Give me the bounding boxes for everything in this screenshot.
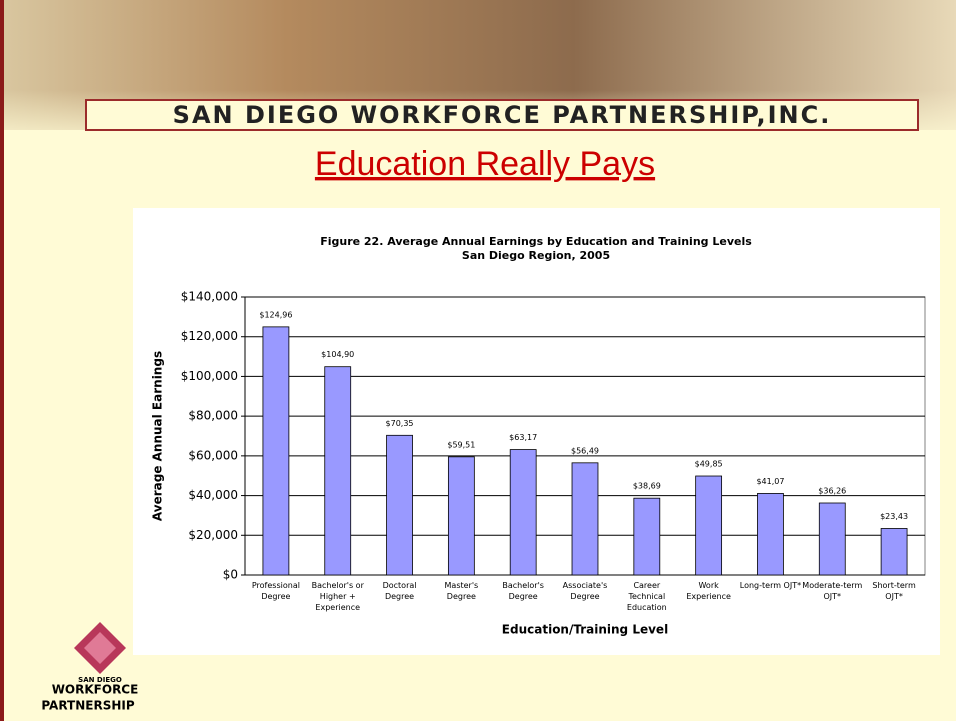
logo-text: WORKFORCE	[52, 683, 139, 697]
x-tick-label: Career Technical Education	[616, 580, 678, 613]
value-label: $124,96	[259, 310, 292, 319]
plot: $0 $20,000 $40,000 $60,000 $80,000 $100,000 $1…	[181, 290, 925, 626]
bar	[757, 493, 783, 575]
bar	[263, 327, 289, 575]
left-edge	[0, 0, 4, 721]
x-tick-label-box: Work Experience	[678, 580, 740, 625]
bar	[819, 503, 845, 575]
slide-title: Education Really Pays	[315, 145, 655, 183]
banner-text: SAN DIEGO WORKFORCE PARTNERSHIP,INC.	[173, 101, 832, 129]
value-label: $56,49	[571, 446, 599, 455]
y-tick-label: $60,000	[188, 448, 238, 462]
x-tick-label: Long-term OJT*	[740, 580, 802, 591]
x-tick-label: Short-term OJT*	[863, 580, 925, 602]
value-label: $49,85	[695, 460, 723, 469]
y-tick-label: $20,000	[188, 528, 238, 542]
bar	[325, 367, 351, 575]
x-tick-label: Bachelor's or Higher + Experience	[307, 580, 369, 613]
x-tick-label: Associate's Degree	[554, 580, 616, 602]
x-tick-label-box: Doctoral Degree	[369, 580, 431, 625]
slide: SAN DIEGO WORKFORCE PARTNERSHIP,INC. Edu…	[0, 0, 956, 721]
value-label: $63,17	[509, 433, 537, 442]
x-tick-label: Moderate-term OJT*	[801, 580, 863, 602]
value-label: $104,90	[321, 350, 354, 359]
value-label: $70,35	[386, 419, 414, 428]
y-tick-label: $120,000	[181, 329, 238, 343]
bar	[696, 476, 722, 575]
y-tick-label: $80,000	[188, 409, 238, 423]
x-tick-label: Bachelor's Degree	[492, 580, 554, 602]
x-tick-label-box: Career Technical Education	[616, 580, 678, 625]
value-label: $36,26	[818, 486, 846, 495]
y-axis-title: Average Annual Earnings	[151, 351, 165, 521]
bar	[634, 498, 660, 575]
x-tick-label-box: Short-term OJT*	[863, 580, 925, 625]
bar	[448, 457, 474, 575]
x-tick-label-box: Master's Degree	[430, 580, 492, 625]
x-tick-label-box: Bachelor's Degree	[492, 580, 554, 625]
x-tick-label-box: Professional Degree	[245, 580, 307, 625]
y-tick-label: $100,000	[181, 369, 238, 383]
x-tick-label-box: Bachelor's or Higher + Experience	[307, 580, 369, 625]
x-tick-label-box: Moderate-term OJT*	[801, 580, 863, 625]
y-tick-label: $40,000	[188, 488, 238, 502]
value-label: $38,69	[633, 482, 661, 491]
x-tick-label-box: Associate's Degree	[554, 580, 616, 625]
x-tick-label: Professional Degree	[245, 580, 307, 602]
x-tick-label: Doctoral Degree	[369, 580, 431, 602]
value-label: $41,07	[756, 477, 784, 486]
logo-text: PARTNERSHIP	[41, 699, 134, 713]
x-tick-label-box: Long-term OJT*	[740, 580, 802, 625]
page: SAN DIEGO WORKFORCE PARTNERSHIP,INC. Edu…	[0, 0, 956, 721]
x-tick-label: Master's Degree	[430, 580, 492, 602]
x-tick-label: Work Experience	[678, 580, 740, 602]
chart-subtitle: San Diego Region, 2005	[462, 249, 610, 262]
chart-title: Figure 22. Average Annual Earnings by Ed…	[320, 235, 752, 248]
bar	[881, 528, 907, 575]
value-label: $59,51	[447, 440, 475, 449]
y-tick-label: $0	[223, 568, 238, 582]
bar	[572, 463, 598, 575]
bar	[510, 450, 536, 575]
y-tick-label: $140,000	[181, 290, 238, 304]
value-label: $23,43	[880, 512, 908, 521]
bar	[387, 435, 413, 575]
